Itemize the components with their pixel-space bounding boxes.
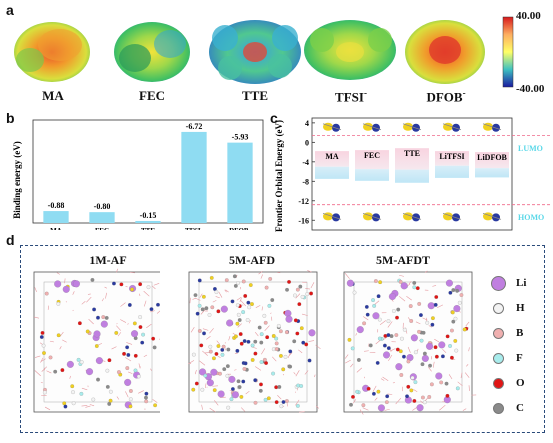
homo-orbital-icon [322, 212, 342, 222]
bar-value-label: -0.88 [48, 201, 65, 210]
homo-orbital-icon [402, 212, 422, 222]
lumo-orbital-icon [362, 122, 382, 132]
panel-d-letter: d [6, 232, 15, 248]
category-label: LiTFSI [439, 152, 464, 161]
legend-label-li: Li [516, 277, 527, 289]
esp-dfob [405, 20, 485, 84]
legend-swatch-o [492, 377, 504, 389]
md-box-1m-af [33, 268, 160, 413]
category-label: LiDFOB [477, 153, 507, 162]
gap-bar-lower [315, 166, 349, 179]
gap-bar-upper [435, 151, 469, 166]
lumo-orbital-icon [402, 122, 422, 132]
y-axis-label-b: Binding energy (eV) [12, 141, 22, 219]
category-label: FEC [95, 227, 109, 230]
gap-bar-lower [475, 168, 509, 178]
y-tick-label: -16 [298, 216, 309, 225]
category-label: DFOB- [229, 227, 251, 230]
bar-fec [89, 212, 115, 223]
esp-ma [14, 22, 90, 82]
plot-frame-c [311, 117, 513, 231]
colorbar-min-label: -40.00 [516, 83, 545, 95]
gap-bar-lower [395, 169, 429, 183]
colorbar-max-label: 40.00 [516, 10, 541, 22]
y-tick-label: 0 [305, 138, 309, 147]
gap-bar-upper [395, 148, 429, 170]
y-tick-label: 4 [305, 119, 309, 128]
molecule-label-tte: TTE [241, 88, 268, 103]
esp-maps [14, 16, 514, 88]
bar-tte [135, 220, 161, 223]
panel-b-letter: b [6, 110, 15, 126]
legend-label-o: O [516, 377, 525, 389]
legend-swatch-h [492, 302, 504, 314]
gap-bar-lower [355, 169, 389, 181]
molecule-label-ma: MA [42, 88, 64, 103]
category-label: TTE [141, 227, 155, 230]
y-axis-label-c: Frontier Orbital Energy (eV) [274, 120, 284, 232]
y-tick-label: -4 [302, 158, 309, 167]
legend-label-b: B [516, 327, 524, 339]
bar-value-label: -6.72 [186, 122, 203, 131]
molecule-label-fec: FEC [139, 88, 165, 103]
homo-orbital-icon [362, 212, 382, 222]
esp-fec [114, 22, 190, 82]
bar-value-label: -0.80 [94, 202, 111, 211]
lumo-orbital-icon [442, 122, 462, 132]
binding-energy-chart: -0.88 MA -0.80 FEC -0.15 TTE -6.72 TFSI- -5.93 DF… [12, 119, 264, 230]
gap-bar-upper [475, 152, 509, 169]
bar-ma [43, 211, 69, 223]
bar-value-label: -5.93 [232, 133, 249, 142]
md-box-5m-afdt [343, 270, 477, 415]
legend-swatch-f [492, 352, 504, 364]
md-simulation-frame [20, 245, 545, 433]
category-label: MA [50, 227, 62, 230]
system-title-5m-afd: 5M-AFD [229, 253, 275, 267]
legend-swatch-c [492, 402, 504, 414]
category-label: FEC [364, 151, 380, 160]
category-label: TFSI- [185, 227, 204, 230]
legend-label-f: F [516, 352, 523, 364]
system-title-5m-afdt: 5M-AFDT [376, 253, 430, 267]
frontier-orbital-chart: 4 0 -4 -8 -12 -16 MA FEC TTE LiTFSI LiDFOB Fronti… [274, 117, 552, 232]
lumo-orbital-icon [322, 122, 342, 132]
molecule-label-dfob: DFOB- [426, 88, 466, 105]
legend-label-h: H [516, 302, 525, 314]
bar-value-label: -0.15 [140, 211, 157, 220]
bar-tfsi [181, 131, 207, 223]
legend-label-c: C [516, 402, 524, 414]
homo-label: HOMO [518, 213, 544, 222]
homo-orbital-icon [482, 212, 502, 222]
system-title-1m-af: 1M-AF [89, 253, 127, 267]
legend-swatch-li [490, 275, 506, 291]
molecule-label-tfsi: TFSI- [335, 88, 367, 105]
bar-dfob [227, 142, 253, 223]
gap-bar-upper [355, 150, 389, 170]
y-tick-label: -8 [302, 177, 309, 186]
panel-c-letter: c [270, 110, 278, 126]
esp-tte [209, 20, 301, 84]
lumo-label: LUMO [518, 144, 543, 153]
esp-tfsi [304, 20, 396, 80]
category-label: MA [325, 152, 339, 161]
gap-bar-upper [315, 151, 349, 167]
lumo-orbital-icon [482, 122, 502, 132]
md-box-5m-afd [188, 270, 321, 413]
gap-bar-lower [435, 165, 469, 178]
y-tick-label: -12 [298, 197, 309, 206]
homo-orbital-icon [442, 212, 462, 222]
legend-swatch-b [492, 327, 504, 339]
esp-colorbar [502, 16, 514, 88]
panel-a-letter: a [6, 2, 14, 18]
category-label: TTE [404, 149, 420, 158]
